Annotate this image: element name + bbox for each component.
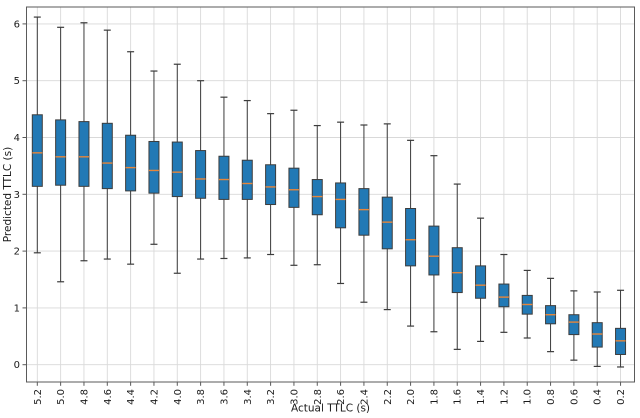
box-rect: [591, 322, 603, 348]
y-axis-title: Predicted TTLC (s): [2, 147, 14, 242]
y-tick-label: 1: [14, 303, 20, 314]
box-rect: [31, 114, 43, 187]
box-rect: [218, 155, 230, 200]
y-tick-label: 3: [14, 190, 20, 201]
box-rect: [381, 196, 393, 250]
y-tick-label: 5: [14, 76, 20, 87]
x-tick-label: 2.8: [313, 389, 324, 405]
x-tick-label: 3.4: [243, 389, 254, 405]
x-tick-label: 0.6: [569, 389, 580, 405]
box-rect: [171, 141, 183, 198]
box-rect: [475, 265, 487, 299]
box-rect: [568, 314, 580, 336]
box-rect: [428, 225, 440, 276]
x-tick-label: 1.8: [429, 389, 440, 405]
x-tick-label: 4.4: [126, 389, 137, 405]
x-axis-title: Actual TTLC (s): [291, 403, 370, 415]
x-tick-label: 5.2: [33, 389, 44, 405]
box-rect: [241, 159, 253, 200]
x-tick-label: 4.2: [149, 389, 160, 405]
x-tick-label: 5.0: [56, 389, 67, 405]
box-rect: [55, 119, 67, 186]
x-tick-label: 2.6: [336, 389, 347, 405]
box-rect: [148, 140, 160, 194]
x-tick-label: 0.4: [593, 389, 604, 405]
x-tick-label: 4.0: [173, 389, 184, 405]
box-rect: [125, 134, 137, 192]
box-rect: [358, 188, 370, 236]
x-tick-label: 2.2: [383, 389, 394, 405]
box-rect: [335, 182, 347, 229]
x-tick-label: 0.2: [616, 389, 627, 405]
box-rect: [498, 283, 510, 308]
y-tick-label: 6: [14, 19, 20, 30]
y-tick-label: 2: [14, 247, 20, 258]
x-tick-label: 2.4: [359, 389, 370, 405]
box-rect: [451, 247, 463, 294]
y-tick-label: 0: [14, 360, 20, 371]
x-tick-label: 4.8: [79, 389, 90, 405]
x-tick-label: 1.4: [476, 389, 487, 405]
x-tick-label: 0.8: [546, 389, 557, 405]
box-rect: [78, 121, 90, 187]
box-rect: [405, 208, 417, 267]
x-tick-label: 1.0: [523, 389, 534, 405]
x-tick-label: 4.6: [103, 389, 114, 405]
x-tick-label: 1.6: [453, 389, 464, 405]
x-tick-label: 3.6: [219, 389, 230, 405]
box-rect: [101, 122, 113, 190]
x-tick-label: 3.2: [266, 389, 277, 405]
plot-layer: 0 1 2 3 4 5 6 5.2 5.0 4.8 4.6 4.4 4.2 4.0 3.8 3.6 3.4 3.2…: [14, 6, 635, 405]
box-rect: [195, 150, 207, 199]
box-rect: [265, 164, 277, 206]
x-tick-label: 3.8: [196, 389, 207, 405]
x-tick-label: 2.0: [406, 389, 417, 405]
x-tick-label: 1.2: [499, 389, 510, 405]
box-rect: [288, 167, 300, 208]
y-tick-label: 4: [14, 133, 20, 144]
x-tick-label: 3.0: [289, 389, 300, 405]
